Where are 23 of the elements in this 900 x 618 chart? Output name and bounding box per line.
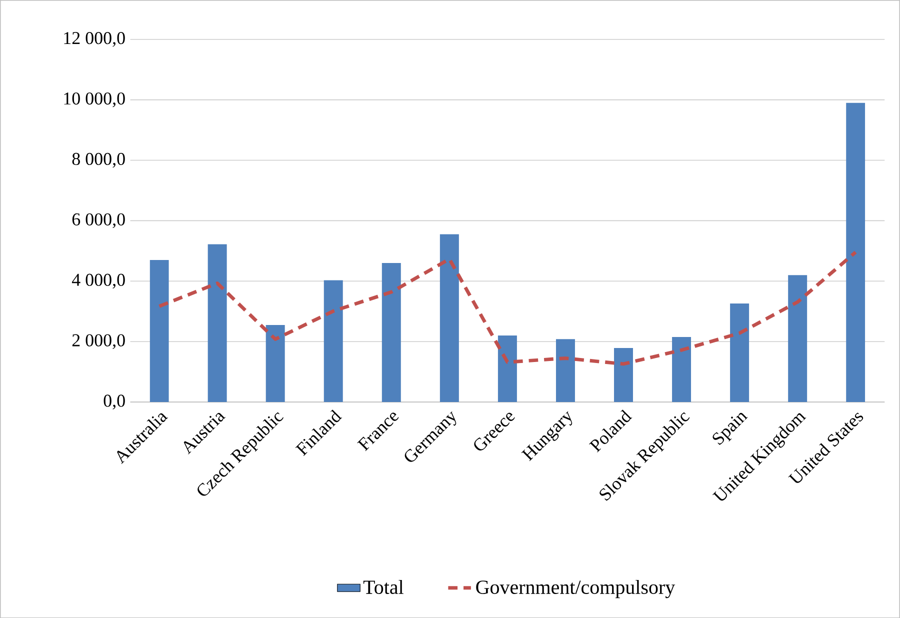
bar xyxy=(730,303,750,402)
bar xyxy=(382,262,401,402)
bar xyxy=(150,260,169,402)
bar xyxy=(846,102,866,402)
bar xyxy=(208,244,227,402)
y-tick-label: 0,0 xyxy=(104,394,125,410)
y-tick-label: 12 000,0 xyxy=(64,32,125,47)
bar xyxy=(672,336,692,402)
bar xyxy=(440,234,459,402)
y-tick-label: 2 000,0 xyxy=(72,334,125,349)
bar xyxy=(498,335,517,402)
y-tick-label: 6 000,0 xyxy=(72,213,125,228)
legend-label: Government/compulsory xyxy=(476,580,676,598)
line-series xyxy=(158,250,858,366)
bar xyxy=(556,339,575,402)
bar xyxy=(324,280,343,402)
y-tick-label: 10 000,0 xyxy=(64,92,125,108)
bar xyxy=(266,324,285,402)
y-tick-label: 8 000,0 xyxy=(72,152,125,168)
legend-label: Total xyxy=(363,580,404,594)
bar xyxy=(788,274,808,402)
bar xyxy=(614,348,633,402)
y-tick-label: 4 000,0 xyxy=(72,274,125,288)
